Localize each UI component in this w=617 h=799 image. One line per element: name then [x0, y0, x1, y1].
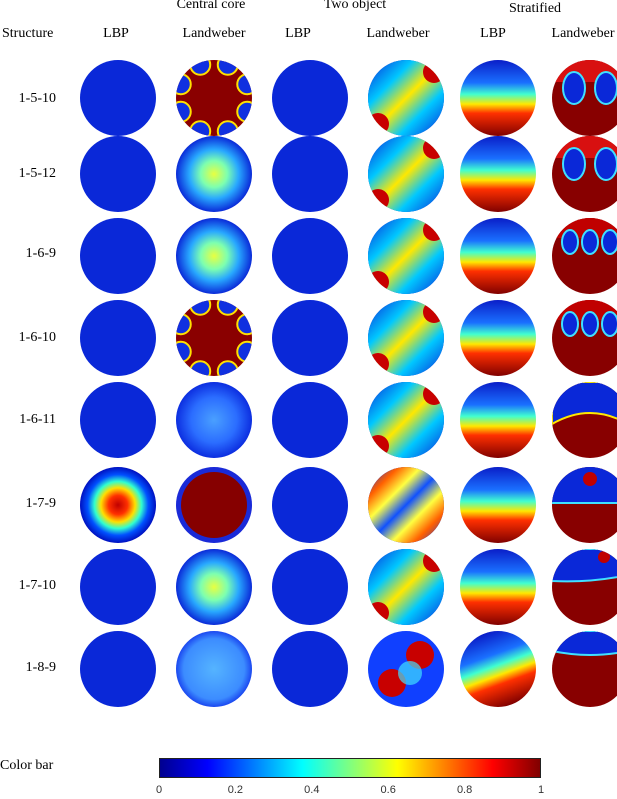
- reconstruction-image: [272, 136, 348, 212]
- colorbar-tick: 0: [155, 784, 163, 796]
- subcolumn-header-lbp-3: LBP: [480, 26, 506, 41]
- reconstruction-image: [368, 467, 444, 543]
- reconstruction-image: [176, 549, 252, 625]
- colorbar-label: Color bar: [0, 758, 54, 773]
- reconstruction-image: [272, 300, 348, 376]
- reconstruction-image: [552, 549, 617, 625]
- colorbar-tick: 0.4: [304, 784, 320, 796]
- reconstruction-image: [272, 631, 348, 707]
- reconstruction-image: [368, 218, 444, 294]
- reconstruction-image: [272, 467, 348, 543]
- reconstruction-image: [80, 467, 156, 543]
- reconstruction-image: [552, 300, 617, 376]
- reconstruction-image: [460, 60, 536, 136]
- reconstruction-image: [552, 136, 617, 212]
- structure-column-header: Structure: [2, 26, 54, 41]
- reconstruction-image: [176, 631, 252, 707]
- colorbar-tick: 0.8: [456, 784, 473, 796]
- row-label-5: 1-6-11: [19, 412, 56, 427]
- reconstruction-image: [368, 136, 444, 212]
- reconstruction-image: [368, 60, 444, 136]
- reconstruction-image: [460, 300, 536, 376]
- reconstruction-image: [176, 218, 252, 294]
- reconstruction-image: [552, 382, 617, 458]
- subcolumn-header-lbp-1: LBP: [103, 26, 129, 41]
- colorbar-tick: 1: [537, 784, 545, 796]
- reconstruction-image: [552, 631, 617, 707]
- row-label-8: 1-8-9: [25, 660, 56, 675]
- row-label-3: 1-6-9: [25, 246, 56, 261]
- reconstruction-image: [80, 218, 156, 294]
- reconstruction-image: [80, 60, 156, 136]
- reconstruction-image: [80, 631, 156, 707]
- reconstruction-image-grid: [80, 60, 617, 707]
- reconstruction-image: [80, 136, 156, 212]
- reconstruction-image: [272, 218, 348, 294]
- reconstruction-image: [80, 382, 156, 458]
- reconstruction-image: [368, 549, 444, 625]
- row-label-6: 1-7-9: [25, 496, 56, 511]
- reconstruction-image: [460, 218, 536, 294]
- reconstruction-image: [368, 631, 444, 707]
- reconstruction-image: [176, 60, 252, 136]
- subcolumn-header-landweber-3: Landweber: [551, 26, 615, 41]
- reconstruction-image: [80, 300, 156, 376]
- reconstruction-image: [460, 631, 536, 707]
- reconstruction-image: [552, 218, 617, 294]
- subcolumn-header-landweber-1: Landweber: [182, 26, 246, 41]
- subcolumn-header-landweber-2: Landweber: [366, 26, 430, 41]
- reconstruction-image: [552, 467, 617, 543]
- reconstruction-image: [176, 300, 252, 376]
- reconstruction-image: [552, 60, 617, 136]
- group-title-two-object: Two object: [323, 0, 387, 12]
- reconstruction-image: [176, 136, 252, 212]
- reconstruction-image: [460, 549, 536, 625]
- colorbar-tick: 0.6: [380, 784, 396, 796]
- subcolumn-header-lbp-2: LBP: [285, 26, 311, 41]
- reconstruction-image: [272, 549, 348, 625]
- reconstruction-image: [460, 467, 536, 543]
- colorbar: [159, 758, 541, 778]
- row-label-4: 1-6-10: [18, 330, 56, 345]
- group-title-central-core: Central core: [176, 0, 246, 12]
- group-title-stratified: Stratified: [508, 1, 562, 16]
- colorbar-tick: 0.2: [227, 784, 244, 796]
- row-label-2: 1-5-12: [18, 166, 56, 181]
- reconstruction-image: [272, 382, 348, 458]
- reconstruction-image: [368, 300, 444, 376]
- reconstruction-image: [176, 382, 252, 458]
- reconstruction-image: [460, 136, 536, 212]
- reconstruction-image: [460, 382, 536, 458]
- reconstruction-image: [80, 549, 156, 625]
- reconstruction-image: [272, 60, 348, 136]
- reconstruction-image: [176, 467, 252, 543]
- row-label-7: 1-7-10: [18, 578, 56, 593]
- reconstruction-image: [368, 382, 444, 458]
- row-label-1: 1-5-10: [18, 91, 56, 106]
